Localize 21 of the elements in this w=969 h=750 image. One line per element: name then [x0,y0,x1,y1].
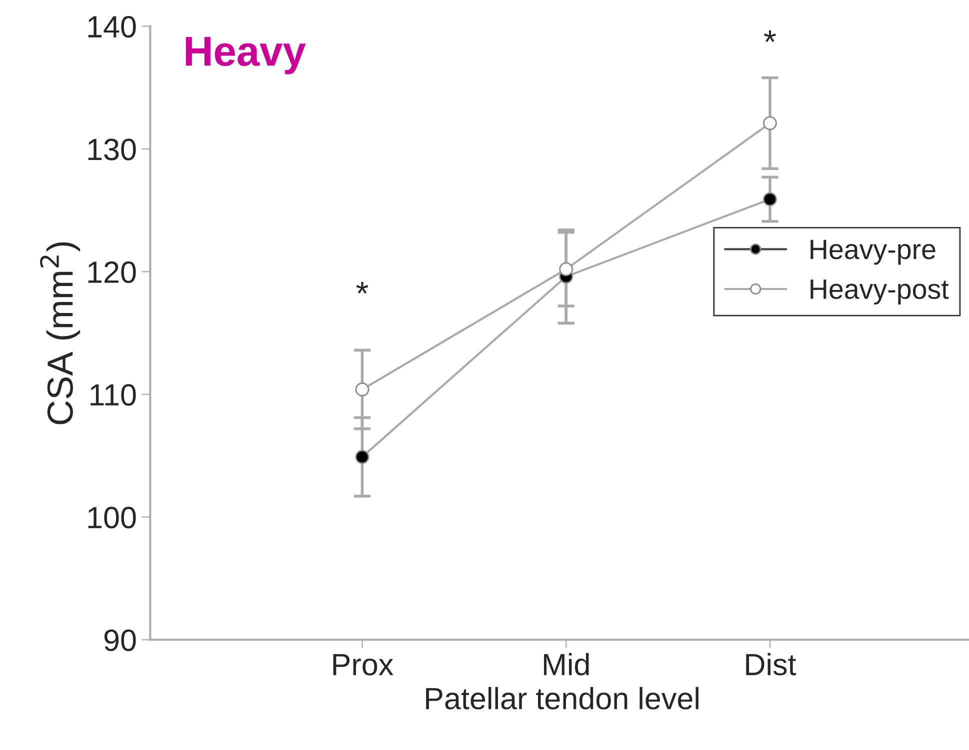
y-tick-label: 100 [88,506,136,528]
x-tick-label: Dist [746,652,796,676]
annotation: * [764,30,776,42]
y-tick-label: 110 [90,384,136,406]
x-axis-title: Patellar tendon level [426,686,698,710]
y-tick-label: 130 [88,138,136,160]
point [763,116,777,130]
point [355,382,370,396]
x-tick-label: Mid [544,652,589,676]
point [559,262,574,276]
y-axis-title: CSA (mm$^{2}$) [40,242,80,424]
point [355,450,370,464]
chart-title: Heavy [186,36,306,74]
annotation: * [356,282,368,294]
point [763,192,777,206]
y-tick-label: 140 [88,16,136,38]
legend-label: Heavy-pre [810,240,936,265]
y-tick-label: 120 [88,261,136,284]
y-tick-label: 90 [104,629,136,652]
x-tick-label: Prox [333,654,394,676]
legend-label: Heavy-post [810,280,949,304]
